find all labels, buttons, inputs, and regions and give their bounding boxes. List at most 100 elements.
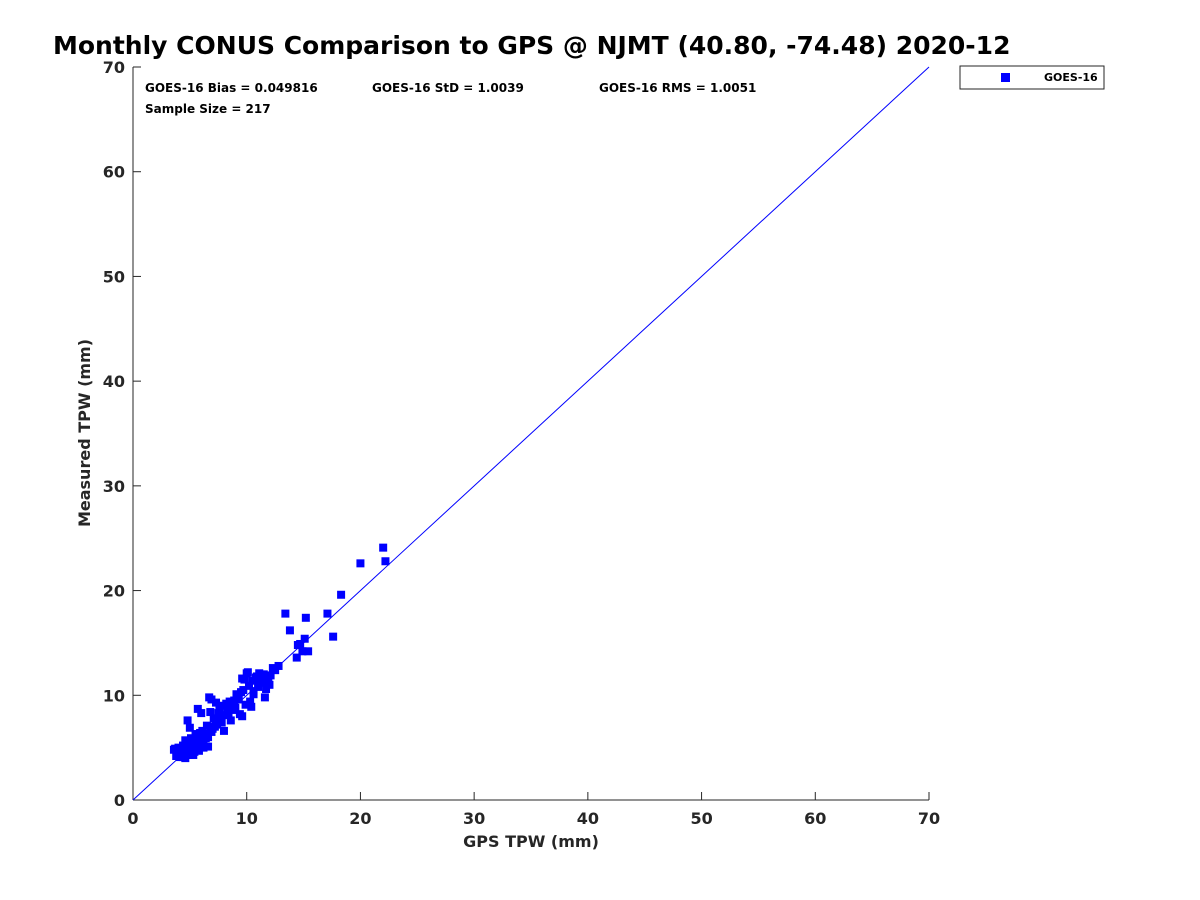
data-point xyxy=(249,687,258,696)
data-point xyxy=(193,704,202,713)
data-point xyxy=(260,693,269,702)
data-point xyxy=(239,686,248,695)
data-point xyxy=(179,753,188,762)
data-point xyxy=(256,671,265,680)
data-point xyxy=(337,590,346,599)
data-point xyxy=(250,676,259,685)
std-stat: GOES-16 StD = 1.0039 xyxy=(372,81,524,95)
y-axis-label: Measured TPW (mm) xyxy=(75,339,94,527)
legend-box xyxy=(959,65,1105,90)
data-point xyxy=(243,668,252,677)
data-point xyxy=(213,720,222,729)
x-tick-label: 30 xyxy=(463,809,485,828)
y-tick-label: 30 xyxy=(103,477,125,496)
y-tick-label: 50 xyxy=(103,267,125,286)
y-axis-ticks: 0 10 20 30 40 50 60 70 xyxy=(103,58,141,810)
data-point xyxy=(186,734,195,743)
data-point xyxy=(196,728,205,737)
data-point xyxy=(212,698,221,707)
data-point xyxy=(257,677,266,686)
x-tick-label: 0 xyxy=(127,809,138,828)
data-point xyxy=(174,743,183,752)
data-point xyxy=(264,674,273,683)
x-tick-label: 10 xyxy=(236,809,258,828)
data-point xyxy=(298,647,307,656)
data-point xyxy=(202,721,211,730)
x-tick-label: 50 xyxy=(690,809,712,828)
data-point xyxy=(199,743,208,752)
data-point xyxy=(206,708,215,717)
y-tick-label: 0 xyxy=(114,791,125,810)
data-point xyxy=(197,709,206,718)
data-point xyxy=(219,726,228,735)
x-tick-label: 70 xyxy=(918,809,940,828)
data-point xyxy=(238,712,247,721)
chart-title: Monthly CONUS Comparison to GPS @ NJMT (… xyxy=(53,31,1010,60)
data-point xyxy=(301,613,310,622)
axes xyxy=(132,67,929,801)
data-point xyxy=(185,723,194,732)
data-point xyxy=(189,750,198,759)
data-point xyxy=(300,634,309,643)
y-tick-label: 40 xyxy=(103,372,125,391)
data-point xyxy=(292,653,301,662)
data-point xyxy=(217,718,226,727)
bias-stat: GOES-16 Bias = 0.049816 xyxy=(145,81,318,95)
data-point xyxy=(216,712,225,721)
data-point xyxy=(274,661,283,670)
data-point xyxy=(246,697,255,706)
data-point xyxy=(215,704,224,713)
data-point xyxy=(265,680,274,689)
data-point xyxy=(208,722,217,731)
data-point xyxy=(183,716,192,725)
data-point xyxy=(247,702,256,711)
y-tick-label: 20 xyxy=(103,582,125,601)
data-point xyxy=(191,745,200,754)
rms-stat: GOES-16 RMS = 1.0051 xyxy=(599,81,756,95)
legend-label: GOES-16 xyxy=(1044,71,1098,84)
y-tick-label: 10 xyxy=(103,686,125,705)
y-tick-label: 70 xyxy=(103,58,125,77)
data-point xyxy=(244,681,253,690)
data-point xyxy=(222,699,231,708)
data-point xyxy=(381,557,390,566)
data-point xyxy=(229,705,238,714)
data-point xyxy=(179,741,188,750)
data-point xyxy=(209,714,218,723)
data-point xyxy=(356,559,365,568)
data-point xyxy=(205,693,214,702)
data-point xyxy=(241,700,250,709)
data-point xyxy=(329,632,338,641)
data-point xyxy=(323,609,332,618)
x-axis-label: GPS TPW (mm) xyxy=(463,832,599,851)
data-point xyxy=(254,682,263,691)
data-point xyxy=(230,696,239,705)
data-point xyxy=(224,710,233,719)
data-point xyxy=(223,705,232,714)
data-point xyxy=(226,716,235,725)
data-point xyxy=(181,736,190,745)
data-point xyxy=(268,664,277,673)
data-point xyxy=(169,745,178,754)
plot-area xyxy=(132,66,930,801)
data-point xyxy=(285,626,294,635)
data-point xyxy=(199,737,208,746)
data-point xyxy=(172,752,181,761)
sample-size-stat: Sample Size = 217 xyxy=(145,102,271,116)
x-tick-label: 60 xyxy=(804,809,826,828)
y-tick-label: 60 xyxy=(103,163,125,182)
x-tick-label: 40 xyxy=(577,809,599,828)
x-axis-ticks: 0 10 20 30 40 50 60 70 xyxy=(127,792,940,828)
data-point xyxy=(204,742,213,751)
legend: GOES-16 xyxy=(959,65,1105,90)
data-point xyxy=(281,609,290,618)
data-point xyxy=(379,543,388,552)
legend-marker xyxy=(1001,73,1010,82)
data-point xyxy=(304,647,313,656)
data-point xyxy=(233,692,242,701)
data-point xyxy=(191,730,200,739)
data-point xyxy=(238,674,247,683)
data-point xyxy=(262,685,271,694)
data-point xyxy=(207,727,216,736)
